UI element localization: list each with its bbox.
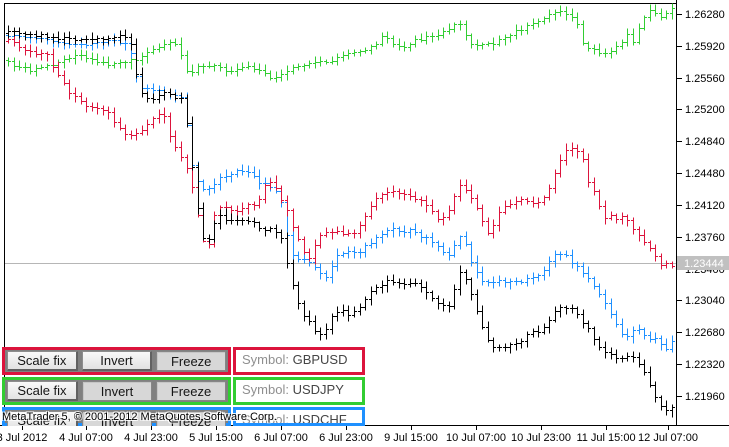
current-price-marker [677,256,729,270]
button-group-usdchf: Scale fix Invert Freeze [2,407,231,426]
price-axis-label: 1.21960 [685,391,725,403]
price-axis-label: 1.22320 [685,359,725,371]
price-axis-label: 1.25200 [685,104,725,116]
button-group-gbpusd: Scale fix Invert Freeze [2,347,231,375]
symbol-field-value: USDJPY [292,382,344,397]
copyright-watermark: MetaTrader 5, © 2001-2012 MetaQuotes Sof… [2,411,277,423]
time-axis-label: 3 Jul 2012 [0,432,47,444]
time-axis-label: 12 Jul 07:00 [638,432,698,444]
time-axis-label: 9 Jul 15:00 [384,432,438,444]
freeze-button-gbpusd[interactable]: Freeze [156,351,227,371]
price-axis-label: 1.26280 [685,9,725,21]
symbol-field-usdchf[interactable]: Symbol: USDCHF [233,407,365,426]
current-price-value: 1.23444 [684,258,724,270]
price-axis-label: 1.25560 [685,73,725,85]
invert-button-usdchf[interactable]: Invert [82,411,152,426]
price-axis-label: 1.24120 [685,200,725,212]
time-axis-label: 10 Jul 07:00 [446,432,506,444]
symbol-field-value: GBPUSD [292,352,348,367]
ohlc-series-usdjpy [6,3,675,83]
symbol-field-usdjpy[interactable]: Symbol: USDJPY [233,377,365,405]
time-axis-label: 4 Jul 07:00 [59,432,113,444]
price-axis-label: 1.23040 [685,295,725,307]
symbol-field-label: Symbol: [242,352,293,367]
symbol-field-label: Symbol: [242,412,293,426]
price-axis-label: 1.23760 [685,232,725,244]
price-axis-label: 1.24840 [685,136,725,148]
price-axis-label: 1.25920 [685,41,725,53]
time-axis-label: 6 Jul 23:00 [319,432,373,444]
scale-fix-button-gbpusd[interactable]: Scale fix [7,351,78,371]
invert-button-gbpusd[interactable]: Invert [81,351,153,371]
time-axis-label: 10 Jul 23:00 [511,432,571,444]
freeze-button-usdjpy[interactable]: Freeze [156,381,226,401]
time-axis-label: 5 Jul 15:00 [189,432,243,444]
freeze-button-usdchf[interactable]: Freeze [156,411,226,426]
symbol-panel-row-gbpusd: Scale fix Invert Freeze Symbol: GBPUSD [2,347,365,375]
symbol-field-gbpusd[interactable]: Symbol: GBPUSD [233,347,365,375]
ohlc-series-main-symbol [6,25,675,418]
symbol-field-value: USDCHF [292,412,347,426]
price-axis-label: 1.22680 [685,327,725,339]
time-axis-label: 4 Jul 23:00 [124,432,178,444]
scale-fix-button-usdchf[interactable]: Scale fix [7,411,78,426]
symbol-field-label: Symbol: [242,382,293,397]
scale-fix-button-usdjpy[interactable]: Scale fix [7,381,78,401]
time-axis-label: 6 Jul 07:00 [254,432,308,444]
symbol-panel-row-usdchf: Scale fix Invert Freeze Symbol: USDCHF [2,407,365,426]
symbol-panel-row-usdjpy: Scale fix Invert Freeze Symbol: USDJPY [2,377,365,405]
invert-button-usdjpy[interactable]: Invert [82,381,152,401]
button-group-usdjpy: Scale fix Invert Freeze [2,377,231,405]
price-axis-label: 1.24480 [685,168,725,180]
ohlc-series-gbpusd [6,35,675,270]
time-axis-label: 11 Jul 15:00 [576,432,635,444]
